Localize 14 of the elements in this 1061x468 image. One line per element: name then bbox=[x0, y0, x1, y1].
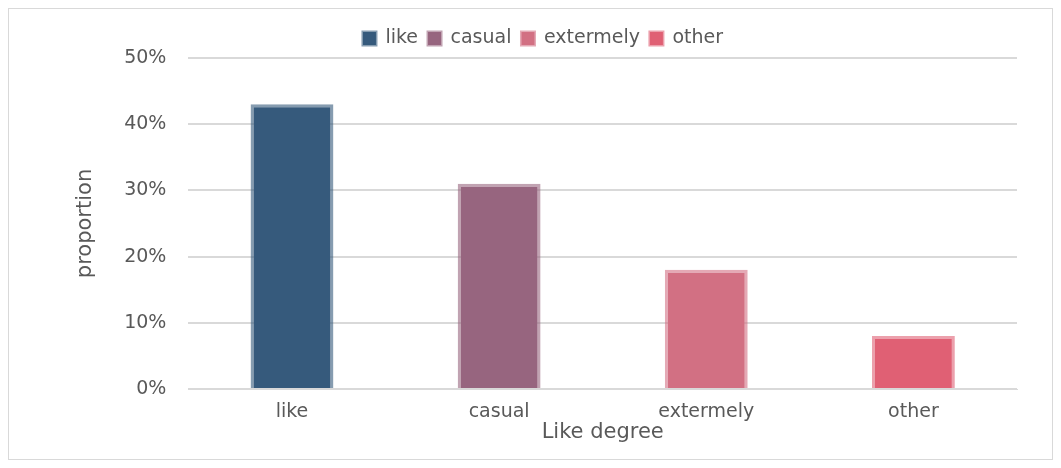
legend-label: like bbox=[385, 25, 419, 48]
legend-label: extermely bbox=[543, 25, 640, 48]
x-tick-label: casual bbox=[468, 399, 530, 422]
y-tick-label: 50% bbox=[124, 44, 167, 67]
x-tick-label: like bbox=[275, 399, 309, 422]
legend-label: other bbox=[672, 25, 724, 48]
y-axis-title: proportion bbox=[72, 168, 97, 279]
y-tick-label: 10% bbox=[124, 309, 167, 332]
legend-label: casual bbox=[450, 25, 512, 48]
y-tick-label: 40% bbox=[124, 111, 167, 134]
y-tick-label: 20% bbox=[124, 243, 167, 266]
y-tick-label: 30% bbox=[124, 177, 167, 200]
x-tick-label: other bbox=[888, 399, 939, 422]
y-tick-label: 0% bbox=[136, 375, 167, 398]
